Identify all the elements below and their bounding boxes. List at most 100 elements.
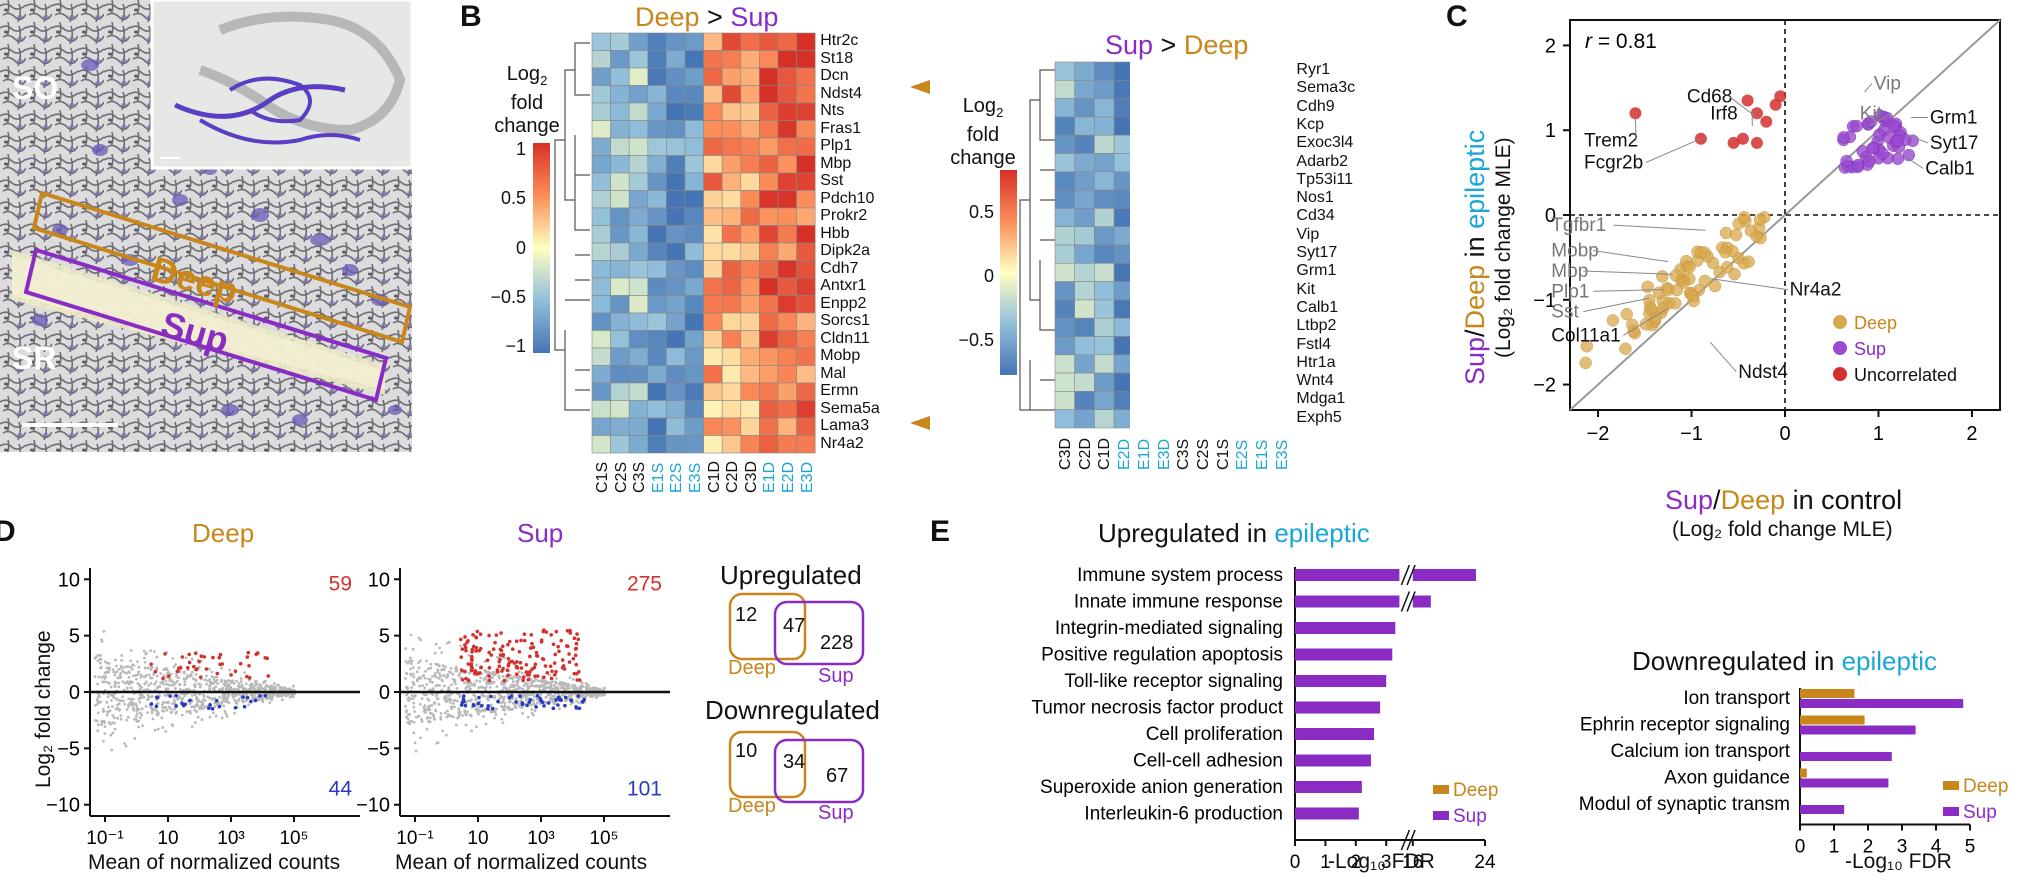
ma-points-gray: [93, 629, 297, 752]
ma-point: [450, 683, 453, 687]
ma-point: [146, 711, 150, 715]
ma-point: [423, 704, 427, 707]
ma-point: [131, 674, 135, 678]
ma-point: [115, 664, 118, 668]
heatmap-cell: [777, 50, 797, 69]
heatmap-cell: [1113, 262, 1130, 282]
ma-point-up: [565, 644, 569, 648]
ma-point-down: [496, 699, 500, 704]
go-up-bar: [1295, 728, 1375, 740]
ma-point-down: [528, 697, 533, 702]
gene-label-right: Mdga1: [1296, 390, 1346, 408]
x-tick-label: 1: [1873, 423, 1884, 445]
ma-point: [143, 660, 147, 664]
ma-points-down: [149, 693, 268, 711]
heatmap-cell: [703, 277, 723, 296]
ma-point-up: [554, 629, 559, 634]
ma-point-up: [519, 666, 524, 670]
ma-point: [113, 727, 117, 731]
ma-point-up: [567, 660, 572, 664]
ma-point-down: [556, 703, 560, 707]
gene-label-left: Ndst4: [820, 84, 862, 102]
column-label-right: C1S: [1214, 438, 1232, 470]
ma-point-up: [149, 662, 154, 666]
ma-point: [495, 707, 498, 711]
ma-point: [121, 680, 125, 684]
ma-point: [540, 684, 543, 688]
ma-point-down: [149, 702, 154, 706]
ma-point-up: [501, 666, 505, 671]
ma-point: [169, 711, 173, 714]
ma-point-up: [510, 647, 515, 651]
legend-label: Deep: [1854, 313, 1897, 333]
ma-point-up: [550, 669, 554, 674]
heatmap-cell: [628, 312, 649, 331]
ma-point-up: [489, 653, 494, 657]
go-down-bar-deep: [1800, 715, 1865, 725]
ma-point: [476, 710, 480, 713]
ma-point: [106, 695, 110, 699]
ma-point: [143, 682, 147, 686]
heatmap-cell: [759, 85, 779, 104]
ma-point: [404, 677, 407, 680]
axis-break: [1400, 829, 1416, 851]
ma-point-up: [199, 654, 204, 659]
ma-point-up: [195, 667, 199, 671]
ma-point: [483, 660, 487, 663]
ma-point: [150, 710, 154, 714]
ma-point: [183, 683, 187, 687]
ma-point-up: [197, 659, 201, 664]
ma-point: [192, 683, 196, 687]
point-deep: [1706, 256, 1720, 270]
venn-diagrams: [728, 592, 865, 804]
go-up-bar: [1295, 781, 1362, 793]
ma-point-up: [517, 649, 522, 654]
ma-point: [211, 711, 215, 715]
identity-line: [1569, 19, 2001, 411]
gene-label-right: Grm1: [1296, 262, 1337, 280]
go-up-category: Tumor necrosis factor product: [1031, 698, 1283, 719]
ma-point: [431, 680, 434, 684]
heatmap-cell: [740, 295, 760, 314]
heatmap-cell: [684, 190, 704, 209]
ma-point-up: [474, 635, 478, 639]
ma-point-up: [512, 661, 517, 665]
point-deep: [1579, 356, 1592, 370]
ma-point: [159, 671, 163, 675]
ma-point: [544, 701, 548, 705]
point-deep: [1698, 246, 1711, 259]
ma-point: [409, 633, 413, 637]
ma-point: [182, 677, 186, 681]
heatmap-cell: [721, 155, 742, 174]
heatmap-cell: [777, 190, 797, 209]
ma-point: [516, 679, 520, 683]
ma-point: [410, 659, 414, 663]
ma-point: [502, 685, 506, 689]
ma-point-up: [557, 649, 561, 654]
heatmap-cell: [1074, 226, 1095, 246]
ma-point: [410, 719, 413, 723]
ma-point: [434, 642, 438, 646]
ma-point: [468, 681, 472, 685]
ma-point: [437, 703, 441, 706]
ma-point: [526, 682, 530, 686]
column-label-left: E1S: [649, 462, 667, 493]
ma-point-up: [552, 661, 557, 665]
ma-point: [119, 714, 123, 718]
ma-point-up: [549, 676, 554, 681]
heatmap-cell: [1113, 61, 1130, 81]
ma-point: [125, 708, 129, 711]
heatmap-cell: [684, 347, 704, 366]
go-down-category: Ephrin receptor signaling: [1580, 715, 1790, 736]
ma-point: [264, 685, 268, 688]
venn-up-deep-label: Deep: [728, 657, 776, 679]
ma-point: [498, 693, 502, 697]
heatmap-cell: [684, 120, 704, 139]
ma-point: [510, 677, 514, 681]
ma-point: [501, 721, 505, 725]
ma-point: [144, 704, 148, 708]
ma-point-up: [217, 655, 222, 660]
heatmap-cell: [759, 260, 779, 279]
ma-point-down: [476, 701, 481, 706]
heatmap-cell: [796, 330, 816, 349]
